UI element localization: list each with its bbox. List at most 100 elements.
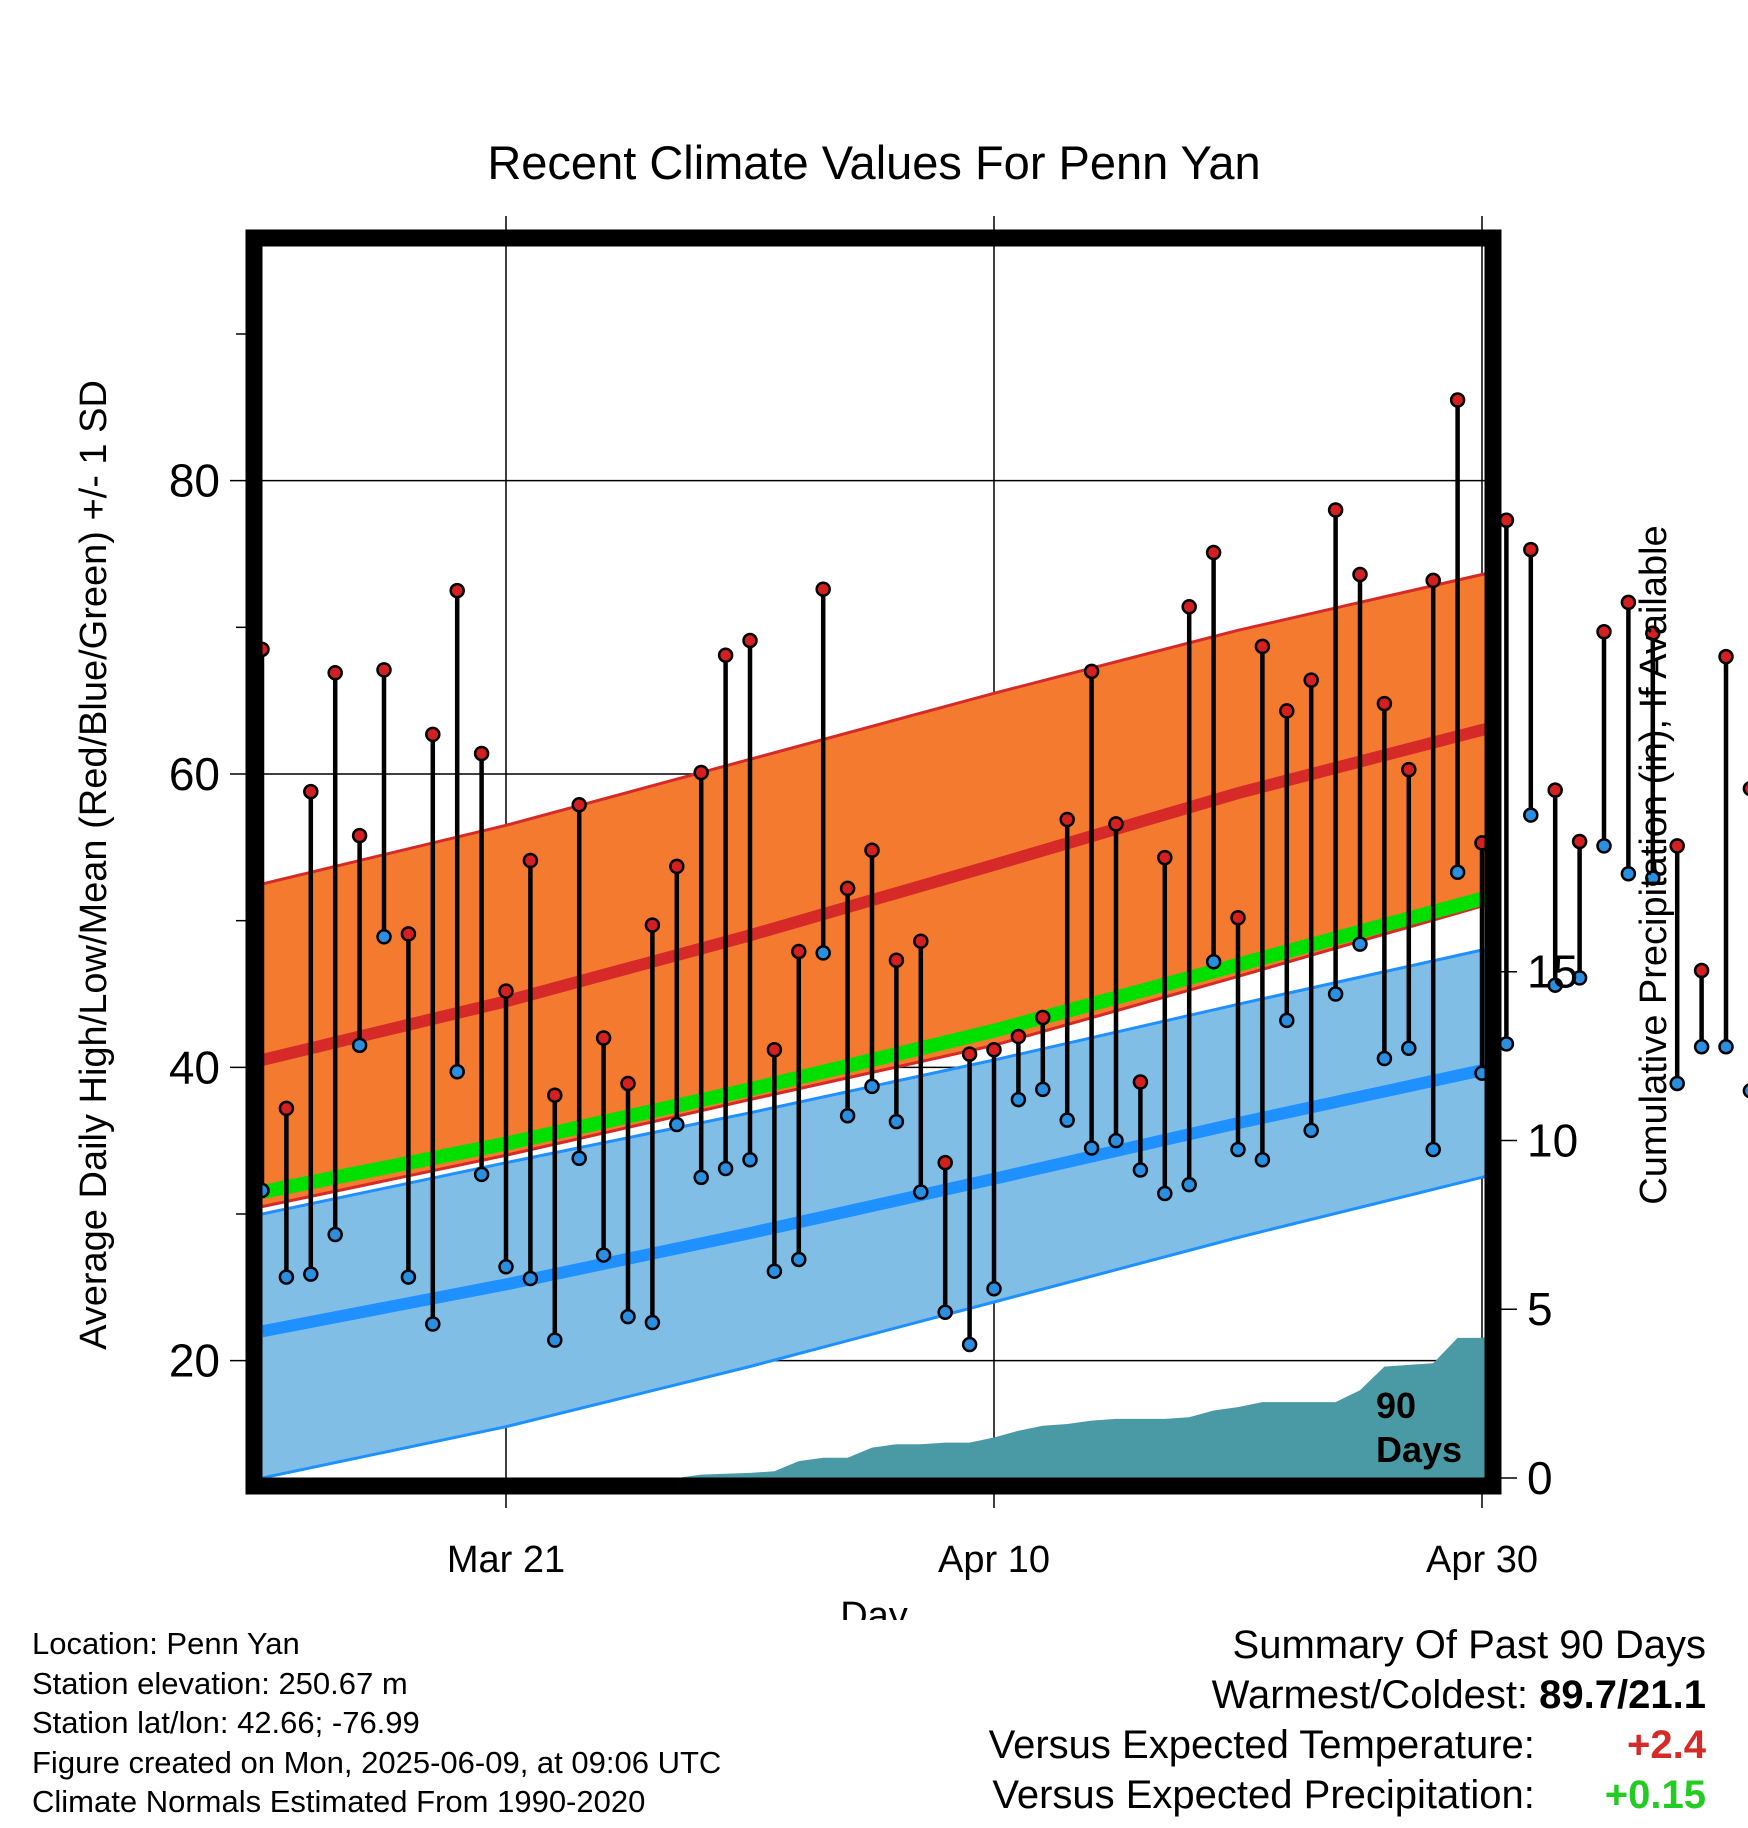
temp-row: Versus Expected Temperature: +2.4 [989,1720,1706,1770]
daily-high-point [815,581,831,597]
daily-high-point [1523,541,1539,558]
daily-low-point [1205,953,1222,970]
daily-high-point [1181,599,1197,615]
normal-bands [262,572,1485,1478]
daily-high-point [1083,663,1100,680]
daily-low-point [961,1336,978,1353]
precip-value: +0.15 [1604,1773,1706,1817]
normals-line: Climate Normals Estimated From 1990-2020 [32,1784,646,1819]
daily-high-point [1205,544,1222,561]
daily-low-point [1108,1132,1124,1149]
y-tick-label: 60 [169,748,220,800]
daily-high-point [1718,648,1734,665]
daily-low-point [473,1166,490,1183]
daily-high-point [1059,811,1075,828]
daily-low-point [717,1160,734,1177]
daily-high-point [1547,782,1563,798]
chart-title: Recent Climate Values For Penn Yan [487,136,1260,189]
precip-row: Versus Expected Precipitation: +0.15 [989,1770,1706,1820]
daily-high-point [620,1075,636,1092]
daily-low-point [815,945,831,961]
daily-low-point [742,1151,758,1168]
daily-low-point [1303,1122,1319,1139]
daily-high-point [888,952,905,969]
daily-low-point [376,929,392,945]
x-tick-label: Apr 10 [938,1539,1050,1581]
daily-high-point [669,858,685,875]
daily-low-point [791,1251,807,1268]
daily-high-point [278,1100,295,1117]
daily-low-point [1279,1012,1295,1029]
daily-low-point [1449,864,1466,881]
daily-high-point [839,880,856,897]
daily-low-point [1401,1040,1417,1057]
daily-low-point [1083,1140,1100,1156]
daily-high-point [376,662,392,678]
daily-high-point [717,647,734,663]
daily-high-point [791,943,807,960]
daily-low-point [1327,986,1344,1002]
daily-low-point [1693,1039,1710,1055]
daily-observations [254,392,1748,1353]
daily-high-point [1254,638,1271,655]
daily-high-point [1327,502,1344,518]
daily-low-point [766,1263,783,1279]
y-tick-label: 40 [169,1041,220,1093]
daily-high-point [1693,962,1710,979]
daily-low-point [888,1113,905,1130]
station-info: Location: Penn Yan Station elevation: 25… [32,1624,721,1822]
normal-low-band [262,949,1485,1478]
summary-panel: Summary Of Past 90 Days Warmest/Coldest:… [989,1620,1706,1820]
daily-low-point [913,1184,929,1200]
daily-high-point [742,632,758,649]
daily-high-point [1010,1028,1027,1045]
daily-low-point [839,1107,856,1124]
daily-low-point [1181,1176,1197,1193]
daily-high-point [327,665,343,681]
daily-low-point [1059,1112,1075,1128]
daily-high-point [425,726,441,743]
latlon-line: Station lat/lon: 42.66; -76.99 [32,1705,420,1740]
warmest-row: Warmest/Coldest: 89.7/21.1 [989,1670,1706,1720]
elevation-line: Station elevation: 250.67 m [32,1665,408,1701]
daily-low-point [1425,1141,1441,1158]
daily-high-point [1132,1074,1149,1090]
daily-low-point [669,1116,685,1133]
daily-low-point [425,1316,441,1332]
daily-high-point [1571,833,1588,850]
daily-low-point [644,1314,661,1331]
temp-value: +2.4 [1627,1723,1706,1767]
daily-high-point [1645,625,1661,641]
daily-low-point [986,1281,1002,1297]
daily-high-point [1742,781,1748,797]
daily-high-point [913,933,929,949]
daily-low-point [351,1037,368,1054]
daily-high-point [400,926,417,942]
daily-high-point [1352,566,1368,583]
daily-low-point [1010,1091,1027,1108]
today-days-count: 90 [1376,1385,1416,1426]
daily-low-point [278,1269,295,1285]
daily-low-point [693,1169,709,1186]
daily-high-point [1498,512,1515,529]
daily-high-point [986,1041,1002,1058]
daily-low-point [571,1150,587,1167]
daily-high-point [961,1046,978,1062]
daily-high-point [1035,1009,1051,1026]
daily-high-point [473,745,490,762]
daily-low-point [1376,1050,1393,1067]
daily-high-point [522,852,539,869]
daily-low-point [498,1259,514,1275]
y-tick-label: 20 [169,1335,220,1387]
daily-low-point [1523,807,1539,823]
warmest-value: 89.7/21.1 [1539,1673,1706,1717]
daily-low-point [400,1269,417,1285]
daily-low-point [1571,970,1588,986]
daily-low-point [937,1304,953,1321]
daily-high-point [1230,909,1246,926]
y2-tick-label: 0 [1527,1452,1553,1504]
precip-area-shape [262,1337,1485,1478]
daily-high-point [498,983,514,999]
daily-high-point [1108,816,1124,832]
daily-low-point [1157,1185,1173,1202]
